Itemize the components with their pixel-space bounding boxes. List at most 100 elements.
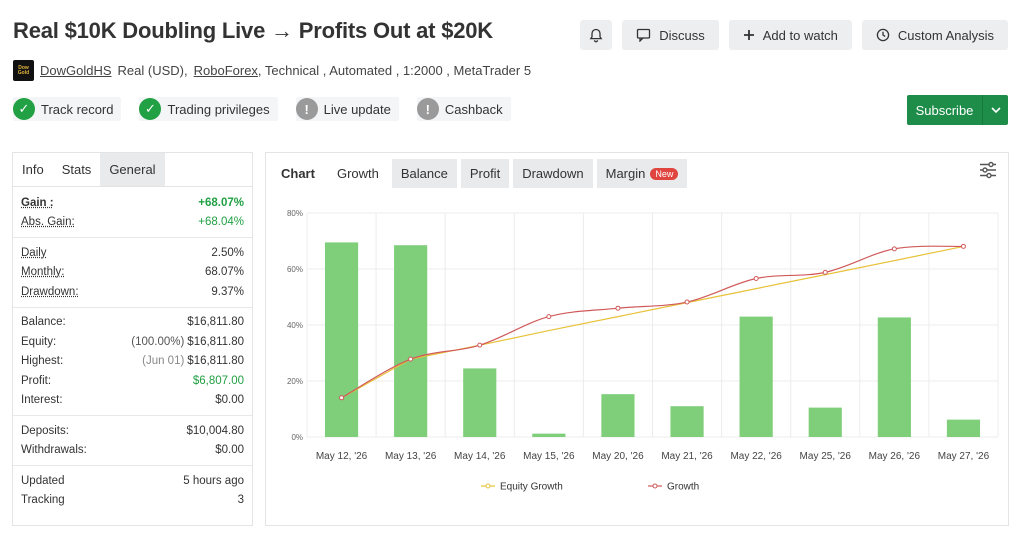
author-link[interactable]: DowGoldHS — [40, 63, 112, 78]
stat-abs-gain: Abs. Gain: +68.04% — [21, 213, 244, 233]
stat-value: 3 — [237, 494, 244, 507]
divider — [13, 237, 252, 238]
badge-trading-privileges[interactable]: ✓ Trading privileges — [139, 97, 278, 121]
x-tick-label: May 20, '26 — [592, 451, 644, 462]
broker-link[interactable]: RoboForex — [193, 63, 258, 78]
stat-value: $6,807.00 — [192, 374, 244, 387]
author-logo: Dow Gold — [13, 60, 34, 81]
y-tick-label: 20% — [287, 377, 303, 386]
verification-badges: ✓ Track record ✓ Trading privileges ! Li… — [13, 97, 511, 121]
bar — [946, 419, 981, 437]
stat-updated: Updated 5 hours ago — [21, 471, 244, 491]
stat-label: Daily — [21, 246, 47, 259]
divider — [13, 415, 252, 416]
stat-balance: Balance: $16,811.80 — [21, 313, 244, 333]
custom-analysis-label: Custom Analysis — [897, 27, 994, 43]
x-tick-label: May 14, '26 — [454, 451, 506, 462]
x-tick-label: May 26, '26 — [869, 451, 921, 462]
stat-value: 5 hours ago — [183, 474, 244, 487]
tab-chart[interactable]: Chart — [272, 159, 324, 188]
stat-value: $16,811.80 — [187, 316, 244, 329]
stat-label: Monthly: — [21, 266, 65, 279]
stat-value: $0.00 — [215, 444, 244, 457]
tab-general[interactable]: General — [100, 153, 165, 186]
x-tick-label: May 27, '26 — [938, 451, 990, 462]
chart-settings-button[interactable] — [978, 160, 998, 185]
growth-point — [546, 314, 552, 320]
add-to-watch-button[interactable]: Add to watch — [728, 20, 852, 50]
badge-label: Cashback — [444, 101, 503, 117]
stat-label: Interest: — [21, 394, 63, 407]
logo-text-1: Dow — [18, 64, 29, 71]
stat-equity: Equity: (100.00%) $16,811.80 — [21, 332, 244, 352]
stats-tabs: Info Stats General — [13, 153, 252, 187]
add-to-watch-label: Add to watch — [762, 27, 838, 43]
stat-value: 2.50% — [211, 246, 244, 259]
stat-label: Withdrawals: — [21, 444, 87, 457]
stat-label: Profit: — [21, 374, 52, 387]
stats-panel: Info Stats General Gain : +68.07% Abs. G… — [12, 152, 253, 526]
growth-point — [615, 305, 621, 311]
stat-value: (Jun 01) $16,811.80 — [142, 355, 244, 367]
equity-growth-line — [341, 245, 964, 399]
growth-point — [684, 299, 690, 305]
chevron-down-icon[interactable] — [982, 95, 1008, 125]
tab-profit[interactable]: Profit — [460, 159, 510, 188]
stat-gain: Gain : +68.07% — [21, 193, 244, 213]
growth-point — [339, 395, 345, 401]
growth-point — [477, 342, 483, 348]
bell-icon — [589, 28, 603, 43]
growth-point — [408, 356, 414, 362]
stat-value: $10,004.80 — [186, 424, 244, 437]
legend-marker — [652, 483, 658, 489]
page-title: Real $10K Doubling Live → Profits Out at… — [13, 18, 493, 43]
exclamation-icon: ! — [416, 98, 439, 120]
logo-text-2: Gold — [17, 69, 30, 76]
tab-drawdown[interactable]: Drawdown — [513, 159, 593, 188]
highest-amount: $16,811.80 — [187, 355, 244, 368]
bar — [324, 242, 359, 437]
y-tick-label: 0% — [291, 433, 303, 442]
badge-live-update[interactable]: ! Live update — [295, 97, 399, 121]
margin-label: Margin — [605, 166, 646, 181]
tab-growth[interactable]: Growth — [327, 159, 388, 188]
bar — [463, 368, 497, 437]
growth-line — [341, 245, 964, 399]
x-tick-label: May 12, '26 — [316, 451, 368, 462]
stat-label: Drawdown: — [21, 285, 79, 298]
header-actions: Discuss Add to watch Custom Analysis — [580, 20, 1008, 50]
tab-balance[interactable]: Balance — [391, 159, 457, 188]
badge-label: Live update — [323, 101, 391, 117]
tab-info[interactable]: Info — [13, 153, 53, 186]
stats-body: Gain : +68.07% Abs. Gain: +68.04% Daily … — [13, 187, 252, 510]
discuss-button[interactable]: Discuss — [622, 20, 719, 50]
stat-label: Abs. Gain: — [21, 216, 75, 229]
badge-cashback[interactable]: ! Cashback — [416, 97, 511, 121]
check-icon: ✓ — [139, 98, 162, 120]
stat-value: 68.07% — [204, 266, 244, 279]
divider — [13, 465, 252, 466]
stat-label: Highest: — [21, 355, 64, 368]
custom-analysis-button[interactable]: Custom Analysis — [861, 20, 1008, 50]
subscribe-button[interactable]: Subscribe — [907, 95, 1008, 125]
notification-button[interactable] — [580, 20, 613, 50]
stat-value: (100.00%) $16,811.80 — [131, 336, 244, 348]
bar — [877, 317, 911, 437]
tab-stats[interactable]: Stats — [52, 153, 101, 186]
tab-margin[interactable]: Margin New — [596, 159, 688, 188]
y-tick-label: 80% — [287, 209, 303, 218]
x-tick-label: May 21, '26 — [661, 451, 713, 462]
badge-track-record[interactable]: ✓ Track record — [13, 97, 122, 121]
discuss-label: Discuss — [659, 27, 705, 43]
bar — [532, 433, 566, 437]
x-tick-label: May 13, '26 — [385, 451, 437, 462]
stat-withdrawals: Withdrawals: $0.00 — [21, 441, 244, 461]
stat-label: Deposits: — [21, 424, 69, 437]
stat-highest: Highest: (Jun 01) $16,811.80 — [21, 352, 244, 372]
stat-label: Gain : — [21, 196, 54, 209]
bar — [601, 394, 635, 437]
x-tick-label: May 25, '26 — [800, 451, 852, 462]
legend-label: Growth — [667, 482, 699, 493]
growth-point — [753, 276, 759, 282]
equity-percent: (100.00%) — [131, 335, 185, 348]
